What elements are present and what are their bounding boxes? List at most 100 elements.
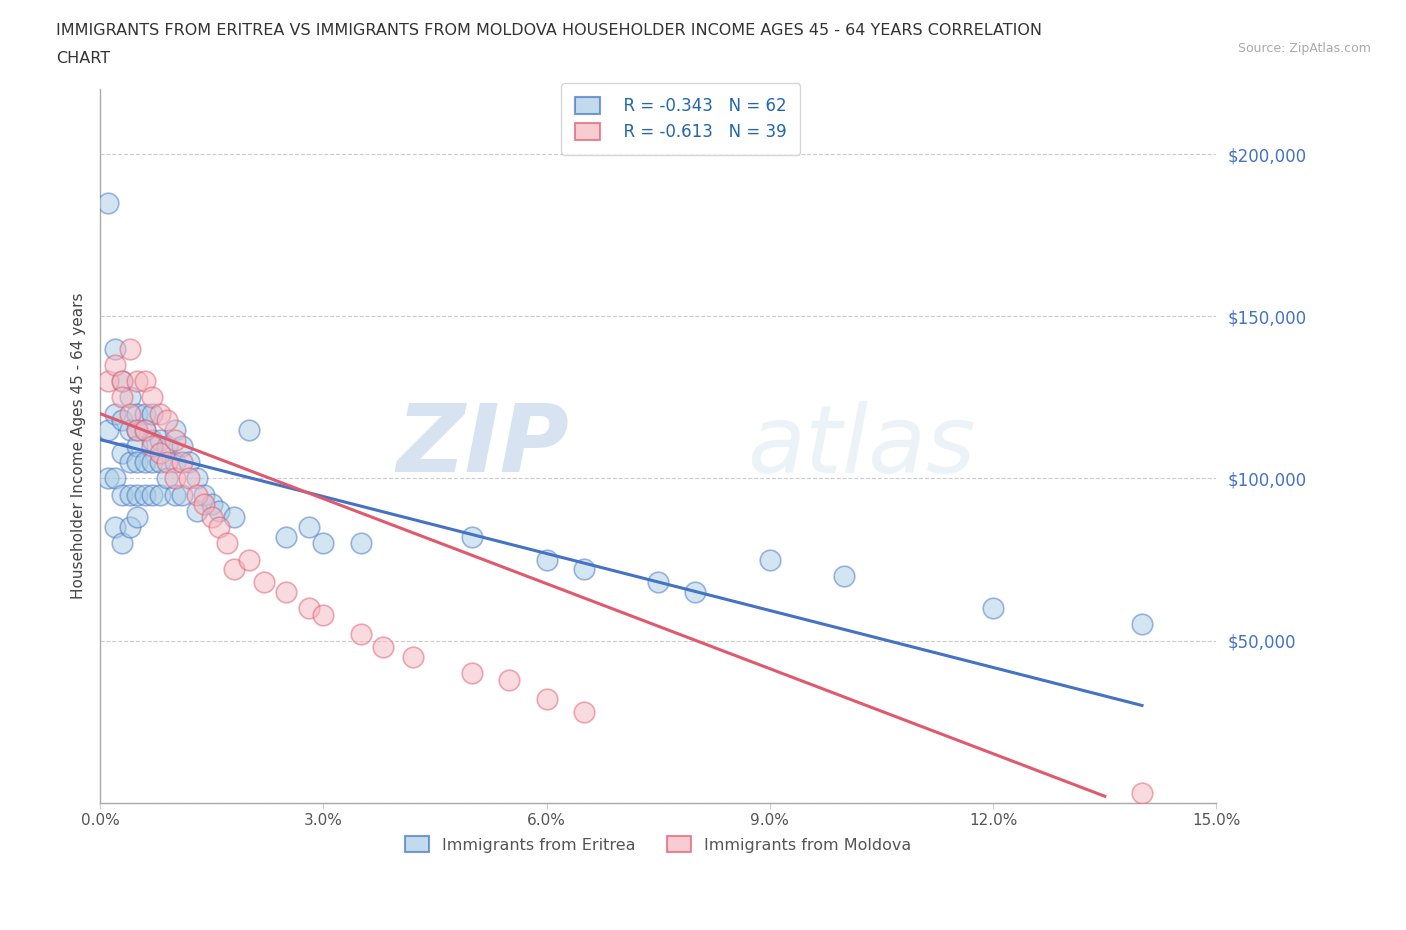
Point xyxy=(118,390,141,405)
Point xyxy=(276,529,298,544)
Point xyxy=(163,422,186,437)
Point xyxy=(402,649,425,664)
Point xyxy=(118,422,141,437)
Point xyxy=(97,195,120,210)
Point xyxy=(111,413,134,428)
Text: ZIP: ZIP xyxy=(396,400,569,492)
Point xyxy=(141,406,163,421)
Point xyxy=(156,413,179,428)
Point xyxy=(134,422,156,437)
Point xyxy=(149,432,172,447)
Point xyxy=(186,487,208,502)
Point xyxy=(141,487,163,502)
Point xyxy=(127,455,149,470)
Point xyxy=(104,406,127,421)
Point xyxy=(349,536,371,551)
Text: atlas: atlas xyxy=(748,401,976,492)
Text: CHART: CHART xyxy=(56,51,110,66)
Point xyxy=(186,503,208,518)
Point xyxy=(1130,617,1153,631)
Point xyxy=(238,552,260,567)
Point xyxy=(981,601,1004,616)
Point xyxy=(111,374,134,389)
Point xyxy=(163,472,186,486)
Point xyxy=(111,536,134,551)
Point xyxy=(222,562,245,577)
Point xyxy=(371,640,394,655)
Point xyxy=(685,585,707,600)
Point xyxy=(647,575,669,590)
Point xyxy=(170,455,193,470)
Point xyxy=(134,455,156,470)
Point xyxy=(297,520,319,535)
Point xyxy=(215,536,238,551)
Point xyxy=(141,455,163,470)
Point xyxy=(111,445,134,460)
Point xyxy=(134,422,156,437)
Point xyxy=(179,472,201,486)
Point xyxy=(97,472,120,486)
Point xyxy=(127,374,149,389)
Point xyxy=(156,439,179,454)
Point xyxy=(536,692,558,707)
Point xyxy=(186,472,208,486)
Point xyxy=(208,503,231,518)
Point xyxy=(104,472,127,486)
Point xyxy=(163,455,186,470)
Y-axis label: Householder Income Ages 45 - 64 years: Householder Income Ages 45 - 64 years xyxy=(72,293,86,599)
Point xyxy=(208,520,231,535)
Point xyxy=(201,497,224,512)
Point xyxy=(127,439,149,454)
Point xyxy=(498,672,520,687)
Point xyxy=(156,455,179,470)
Point xyxy=(141,390,163,405)
Point xyxy=(201,510,224,525)
Point xyxy=(163,487,186,502)
Point xyxy=(238,422,260,437)
Point xyxy=(111,487,134,502)
Legend: Immigrants from Eritrea, Immigrants from Moldova: Immigrants from Eritrea, Immigrants from… xyxy=(399,830,918,859)
Point xyxy=(134,406,156,421)
Point xyxy=(222,510,245,525)
Point xyxy=(170,439,193,454)
Point xyxy=(834,568,856,583)
Point xyxy=(111,374,134,389)
Point xyxy=(141,439,163,454)
Point xyxy=(141,432,163,447)
Point xyxy=(97,422,120,437)
Point xyxy=(118,487,141,502)
Point xyxy=(536,552,558,567)
Point xyxy=(118,455,141,470)
Point xyxy=(127,406,149,421)
Point xyxy=(349,627,371,642)
Point xyxy=(572,562,595,577)
Point xyxy=(461,529,484,544)
Point xyxy=(461,666,484,681)
Point xyxy=(170,487,193,502)
Point xyxy=(118,520,141,535)
Point xyxy=(97,374,120,389)
Point xyxy=(149,455,172,470)
Point xyxy=(1130,786,1153,801)
Point xyxy=(118,406,141,421)
Text: IMMIGRANTS FROM ERITREA VS IMMIGRANTS FROM MOLDOVA HOUSEHOLDER INCOME AGES 45 - : IMMIGRANTS FROM ERITREA VS IMMIGRANTS FR… xyxy=(56,23,1042,38)
Point xyxy=(127,487,149,502)
Point xyxy=(276,585,298,600)
Point xyxy=(134,374,156,389)
Point xyxy=(312,536,335,551)
Point xyxy=(127,510,149,525)
Point xyxy=(111,390,134,405)
Point xyxy=(104,357,127,372)
Point xyxy=(149,487,172,502)
Point xyxy=(312,607,335,622)
Point xyxy=(149,406,172,421)
Point xyxy=(163,432,186,447)
Text: Source: ZipAtlas.com: Source: ZipAtlas.com xyxy=(1237,42,1371,55)
Point xyxy=(149,445,172,460)
Point xyxy=(759,552,782,567)
Point xyxy=(179,455,201,470)
Point xyxy=(104,520,127,535)
Point xyxy=(572,705,595,720)
Point xyxy=(134,487,156,502)
Point xyxy=(297,601,319,616)
